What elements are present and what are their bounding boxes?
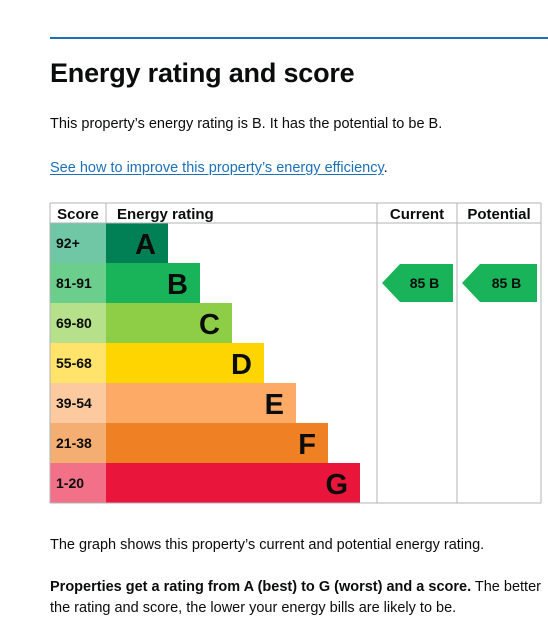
score-cell-g bbox=[50, 463, 106, 503]
score-label-b: 81-91 bbox=[56, 275, 92, 291]
score-cell-d bbox=[50, 343, 106, 383]
potential-rating-arrow bbox=[462, 264, 537, 302]
band-bar-g bbox=[106, 463, 360, 503]
header-current: Current bbox=[390, 206, 444, 223]
header-potential: Potential bbox=[467, 206, 530, 223]
band-letter-d: D bbox=[231, 349, 252, 381]
page-title: Energy rating and score bbox=[50, 58, 355, 88]
band-letter-b: B bbox=[167, 269, 188, 301]
header-score: Score bbox=[57, 206, 99, 223]
score-cell-b bbox=[50, 263, 106, 303]
band-bar-b bbox=[106, 263, 200, 303]
score-label-a: 92+ bbox=[56, 235, 80, 251]
band-bar-c bbox=[106, 303, 232, 343]
score-cell-c bbox=[50, 303, 106, 343]
band-letter-e: E bbox=[265, 389, 284, 421]
score-label-g: 1-20 bbox=[56, 475, 84, 491]
score-label-e: 39-54 bbox=[56, 395, 92, 411]
potential-rating-label: 85 B bbox=[492, 275, 522, 291]
current-rating-label: 85 B bbox=[410, 275, 440, 291]
rating-explanation: Properties get a rating from A (best) to… bbox=[50, 577, 545, 619]
band-bar-e bbox=[106, 383, 296, 423]
score-cell-e bbox=[50, 383, 106, 423]
band-letter-c: C bbox=[199, 309, 220, 341]
improve-efficiency-link[interactable]: See how to improve this property’s energ… bbox=[50, 160, 384, 176]
band-bar-d bbox=[106, 343, 264, 383]
band-bar-a bbox=[106, 223, 168, 263]
current-rating-arrow bbox=[382, 264, 453, 302]
score-label-d: 55-68 bbox=[56, 355, 92, 371]
rating-explanation-rest: The better the rating and score, the low… bbox=[50, 579, 541, 616]
score-cell-a bbox=[50, 223, 106, 263]
band-letter-f: F bbox=[298, 429, 316, 461]
energy-rating-chart: Score Energy rating Current Potential 92+ A 81… bbox=[49, 202, 542, 504]
score-label-f: 21-38 bbox=[56, 435, 92, 451]
top-rule bbox=[50, 37, 548, 39]
header-energy-rating: Energy rating bbox=[117, 206, 214, 223]
rating-explanation-bold: Properties get a rating from A (best) to… bbox=[50, 579, 472, 595]
band-letter-a: A bbox=[135, 229, 156, 261]
graph-caption: The graph shows this property’s current … bbox=[50, 537, 485, 553]
improve-link-line: See how to improve this property’s energ… bbox=[50, 160, 388, 176]
score-label-c: 69-80 bbox=[56, 315, 92, 331]
link-suffix: . bbox=[383, 160, 388, 176]
rating-summary: This property’s energy rating is B. It h… bbox=[50, 116, 443, 132]
band-letter-g: G bbox=[325, 469, 348, 501]
score-cell-f bbox=[50, 423, 106, 463]
band-bar-f bbox=[106, 423, 328, 463]
